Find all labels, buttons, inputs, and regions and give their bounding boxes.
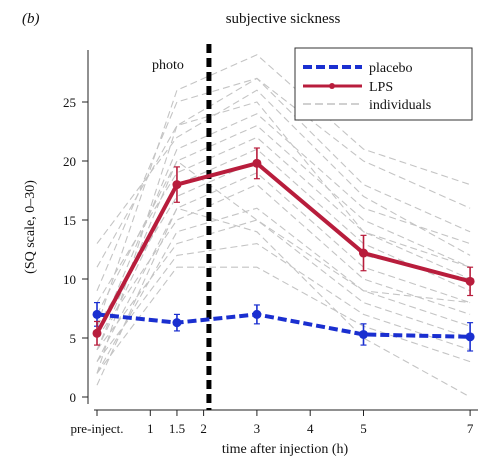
data-point-placebo-0: [92, 309, 102, 319]
data-point-placebo-1: [172, 318, 182, 328]
data-point-lps-1: [172, 180, 182, 190]
individual-line-17: [96, 160, 471, 351]
x-tick-label-3: 2: [200, 421, 207, 436]
legend-marker-lps: [329, 83, 335, 89]
x-tick-label-0: pre-inject.: [70, 421, 123, 436]
individual-line-10: [96, 183, 471, 339]
y-tick-label-2: 10: [63, 272, 76, 287]
main-series: [92, 147, 475, 352]
y-axis-ticks: 0 5 10 15 20 25: [63, 95, 88, 405]
data-point-lps-0: [92, 328, 102, 338]
individual-line-0: [96, 54, 471, 327]
individual-line-5: [96, 124, 471, 315]
data-point-lps-4: [465, 276, 475, 286]
legend-label-placebo: placebo: [369, 61, 413, 76]
x-axis-ticks: pre-inject. 1 1.5 2 3 4 5 7: [70, 410, 474, 436]
data-point-lps-3: [359, 248, 368, 258]
legend: placebo LPS individuals: [294, 47, 473, 121]
individual-line-13: [96, 243, 471, 362]
x-tick-label-2: 1.5: [169, 421, 185, 436]
legend-label-individuals: individuals: [369, 98, 431, 113]
y-tick-label-1: 5: [70, 331, 77, 346]
photo-label: photo: [152, 58, 184, 73]
chart-title: subjective sickness: [226, 11, 341, 27]
individual-line-12: [96, 219, 471, 351]
individual-line-14: [96, 266, 471, 374]
data-point-lps-2: [252, 158, 262, 168]
x-tick-label-6: 5: [360, 421, 367, 436]
data-point-placebo-4: [465, 332, 475, 342]
y-tick-label-5: 25: [63, 95, 76, 110]
individual-line-9: [96, 172, 471, 362]
legend-box: [294, 47, 473, 121]
y-tick-label-0: 0: [70, 390, 77, 405]
x-tick-label-7: 7: [467, 421, 474, 436]
series-line-placebo: [96, 312, 471, 339]
panel-label: (b): [22, 11, 40, 27]
individual-line-15: [96, 207, 471, 398]
data-point-placebo-2: [252, 309, 262, 319]
y-tick-label-3: 15: [63, 213, 76, 228]
individual-line-3: [96, 89, 471, 256]
legend-label-lps: LPS: [369, 80, 393, 95]
x-tick-label-4: 3: [254, 421, 261, 436]
y-tick-label-4: 20: [63, 154, 76, 169]
data-point-placebo-3: [359, 329, 368, 339]
individual-line-16: [96, 101, 471, 374]
individual-line-11: [96, 207, 471, 374]
x-tick-label-5: 4: [307, 421, 314, 436]
individual-line-6: [96, 136, 471, 303]
y-axis-label: (SQ scale, 0–30): [23, 180, 38, 274]
individual-line-2: [96, 77, 471, 268]
x-tick-label-1: 1: [147, 421, 154, 436]
x-axis-label: time after injection (h): [222, 442, 349, 457]
